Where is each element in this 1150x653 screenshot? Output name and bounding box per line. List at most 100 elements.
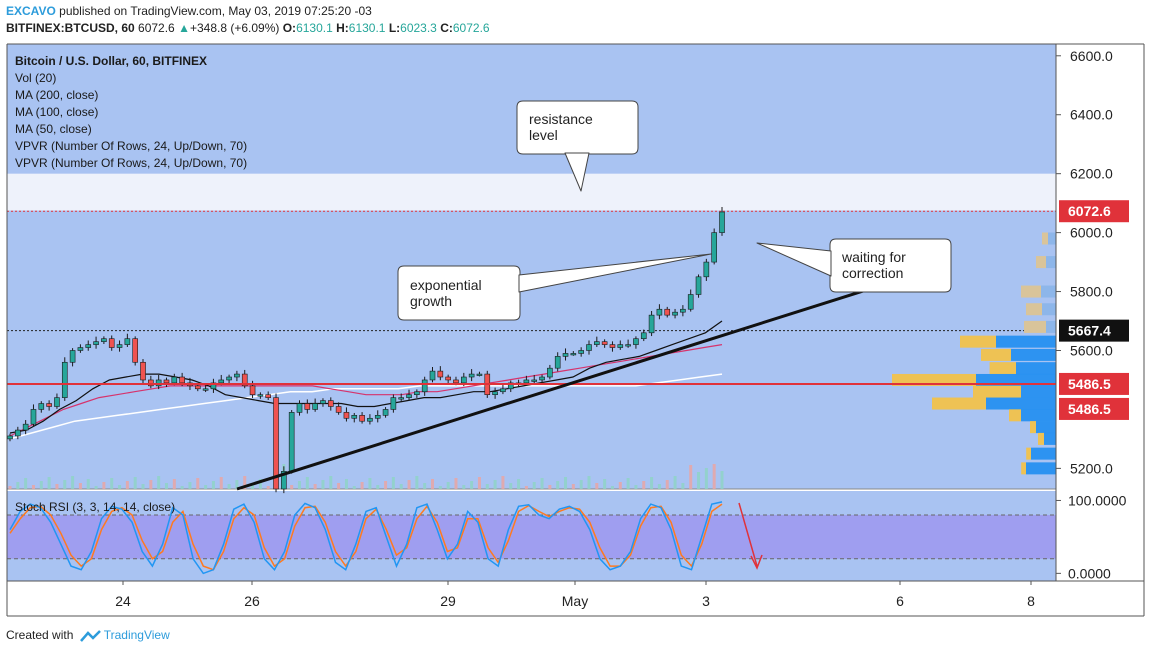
volume-bar (368, 478, 372, 489)
volume-bar (118, 485, 122, 489)
y-tick-label: 5200.0 (1070, 460, 1113, 476)
candle (163, 379, 170, 384)
candle (617, 344, 624, 348)
resistance-annotation[interactable]: resistance level (529, 111, 593, 143)
stoch-rsi-label[interactable]: Stoch RSI (3, 3, 14, 14, close) (15, 500, 176, 514)
ma100-line (9, 344, 723, 437)
candle (609, 344, 616, 348)
volume-bar (564, 477, 568, 489)
volume-bar (219, 477, 223, 489)
vpvr-down-bar (1036, 256, 1046, 269)
candle (437, 370, 444, 378)
created-with-text: Created with (6, 628, 74, 642)
open-label: O: (282, 21, 297, 35)
volume-bar (188, 482, 192, 489)
low-value: 6023.3 (400, 21, 437, 35)
candle (672, 311, 678, 316)
volume-bar (493, 480, 497, 489)
candle (703, 261, 710, 278)
candle (257, 394, 264, 397)
legend-item[interactable]: Vol (20) (15, 71, 57, 85)
volume-bar (634, 485, 638, 489)
vpvr-up-bar (1036, 421, 1056, 434)
author-name[interactable]: EXCAVO (6, 4, 56, 18)
candle (249, 385, 256, 395)
volume-bar (431, 479, 435, 489)
legend-title: Bitcoin / U.S. Dollar, 60, BITFINEX (15, 54, 208, 68)
candle (586, 344, 592, 351)
tradingview-brand[interactable]: TradingView (103, 628, 170, 642)
candle (85, 344, 92, 348)
volume-bar (227, 484, 231, 489)
vpvr-down-bar (1026, 303, 1042, 316)
candle (140, 361, 146, 381)
candle (664, 308, 671, 316)
legend-item[interactable]: VPVR (Number Of Rows, 24, Up/Down, 70) (15, 139, 248, 153)
candle (281, 471, 287, 490)
x-tick-label: 6 (896, 593, 904, 609)
volume-bar (78, 483, 82, 489)
indicator-legend: Bitcoin / U.S. Dollar, 60, BITFINEX Vol … (15, 53, 247, 172)
volume-bar (329, 476, 333, 489)
y-tick-label: 5800.0 (1070, 284, 1113, 300)
candle (680, 308, 686, 313)
vpvr-up-bar (1021, 409, 1056, 422)
ma50-line (9, 320, 723, 434)
vpvr-down-bar (1021, 285, 1041, 298)
price-tag (1059, 200, 1129, 223)
volume-bar (446, 482, 450, 489)
vpvr-down-bar (1024, 320, 1046, 333)
candle (93, 341, 99, 345)
volume-bar (681, 483, 685, 489)
candle (273, 397, 279, 490)
y-tick-label: 5600.0 (1070, 342, 1113, 358)
candle (531, 379, 538, 382)
volume-bar (266, 486, 270, 489)
legend-item[interactable]: MA (100, close) (15, 105, 99, 119)
volume-bar (110, 478, 114, 489)
low-label: L: (388, 21, 401, 35)
volume-bar (47, 477, 51, 489)
close-value: 6072.6 (452, 21, 490, 35)
ohlc-bar: BITFINEX:BTCUSD, 60 6072.6 ▲+348.8 (+6.0… (6, 21, 490, 35)
candle (656, 308, 663, 316)
candle (61, 361, 68, 398)
symbol-label: BITFINEX:BTCUSD, 60 (6, 21, 135, 35)
volume-bar (579, 480, 583, 489)
volume-bar (71, 476, 75, 489)
candle (54, 397, 60, 407)
y-tick-label: 6000.0 (1070, 225, 1113, 241)
legend-item[interactable]: MA (50, close) (15, 122, 92, 136)
vpvr-up-bar (1042, 303, 1056, 316)
volume-bar (125, 481, 129, 489)
candle (234, 373, 240, 378)
volume-bar (133, 477, 137, 489)
waiting-annotation[interactable]: waiting for correction (842, 249, 906, 281)
volume-bar (391, 477, 395, 489)
legend-item[interactable]: VPVR (Number Of Rows, 24, Up/Down, 70) (15, 156, 248, 170)
candle (218, 379, 225, 384)
vpvr-up-bar (1046, 320, 1056, 333)
candle (429, 370, 436, 381)
candle (179, 376, 185, 384)
volume-bar (532, 482, 536, 489)
volume-bar (196, 478, 200, 489)
vpvr-up-bar (1041, 285, 1056, 298)
vpvr-down-bar (1026, 447, 1031, 460)
volume-bar (297, 481, 301, 489)
candle (320, 400, 326, 404)
exponential-annotation[interactable]: exponential growth (410, 277, 482, 309)
candle (390, 397, 397, 410)
price-tag-label: 6072.6 (1068, 203, 1111, 219)
exponential-bubble-pointer (518, 253, 712, 293)
price-tag-label: 5667.4 (1068, 323, 1111, 339)
footer: Created with TradingView (6, 628, 170, 642)
volume-bar (673, 476, 677, 489)
volume-bar (665, 480, 669, 489)
volume-bar (235, 480, 239, 489)
legend-item[interactable]: MA (200, close) (15, 88, 99, 102)
candle (69, 350, 76, 363)
volume-bar (415, 476, 419, 489)
volume-bar (524, 486, 528, 489)
